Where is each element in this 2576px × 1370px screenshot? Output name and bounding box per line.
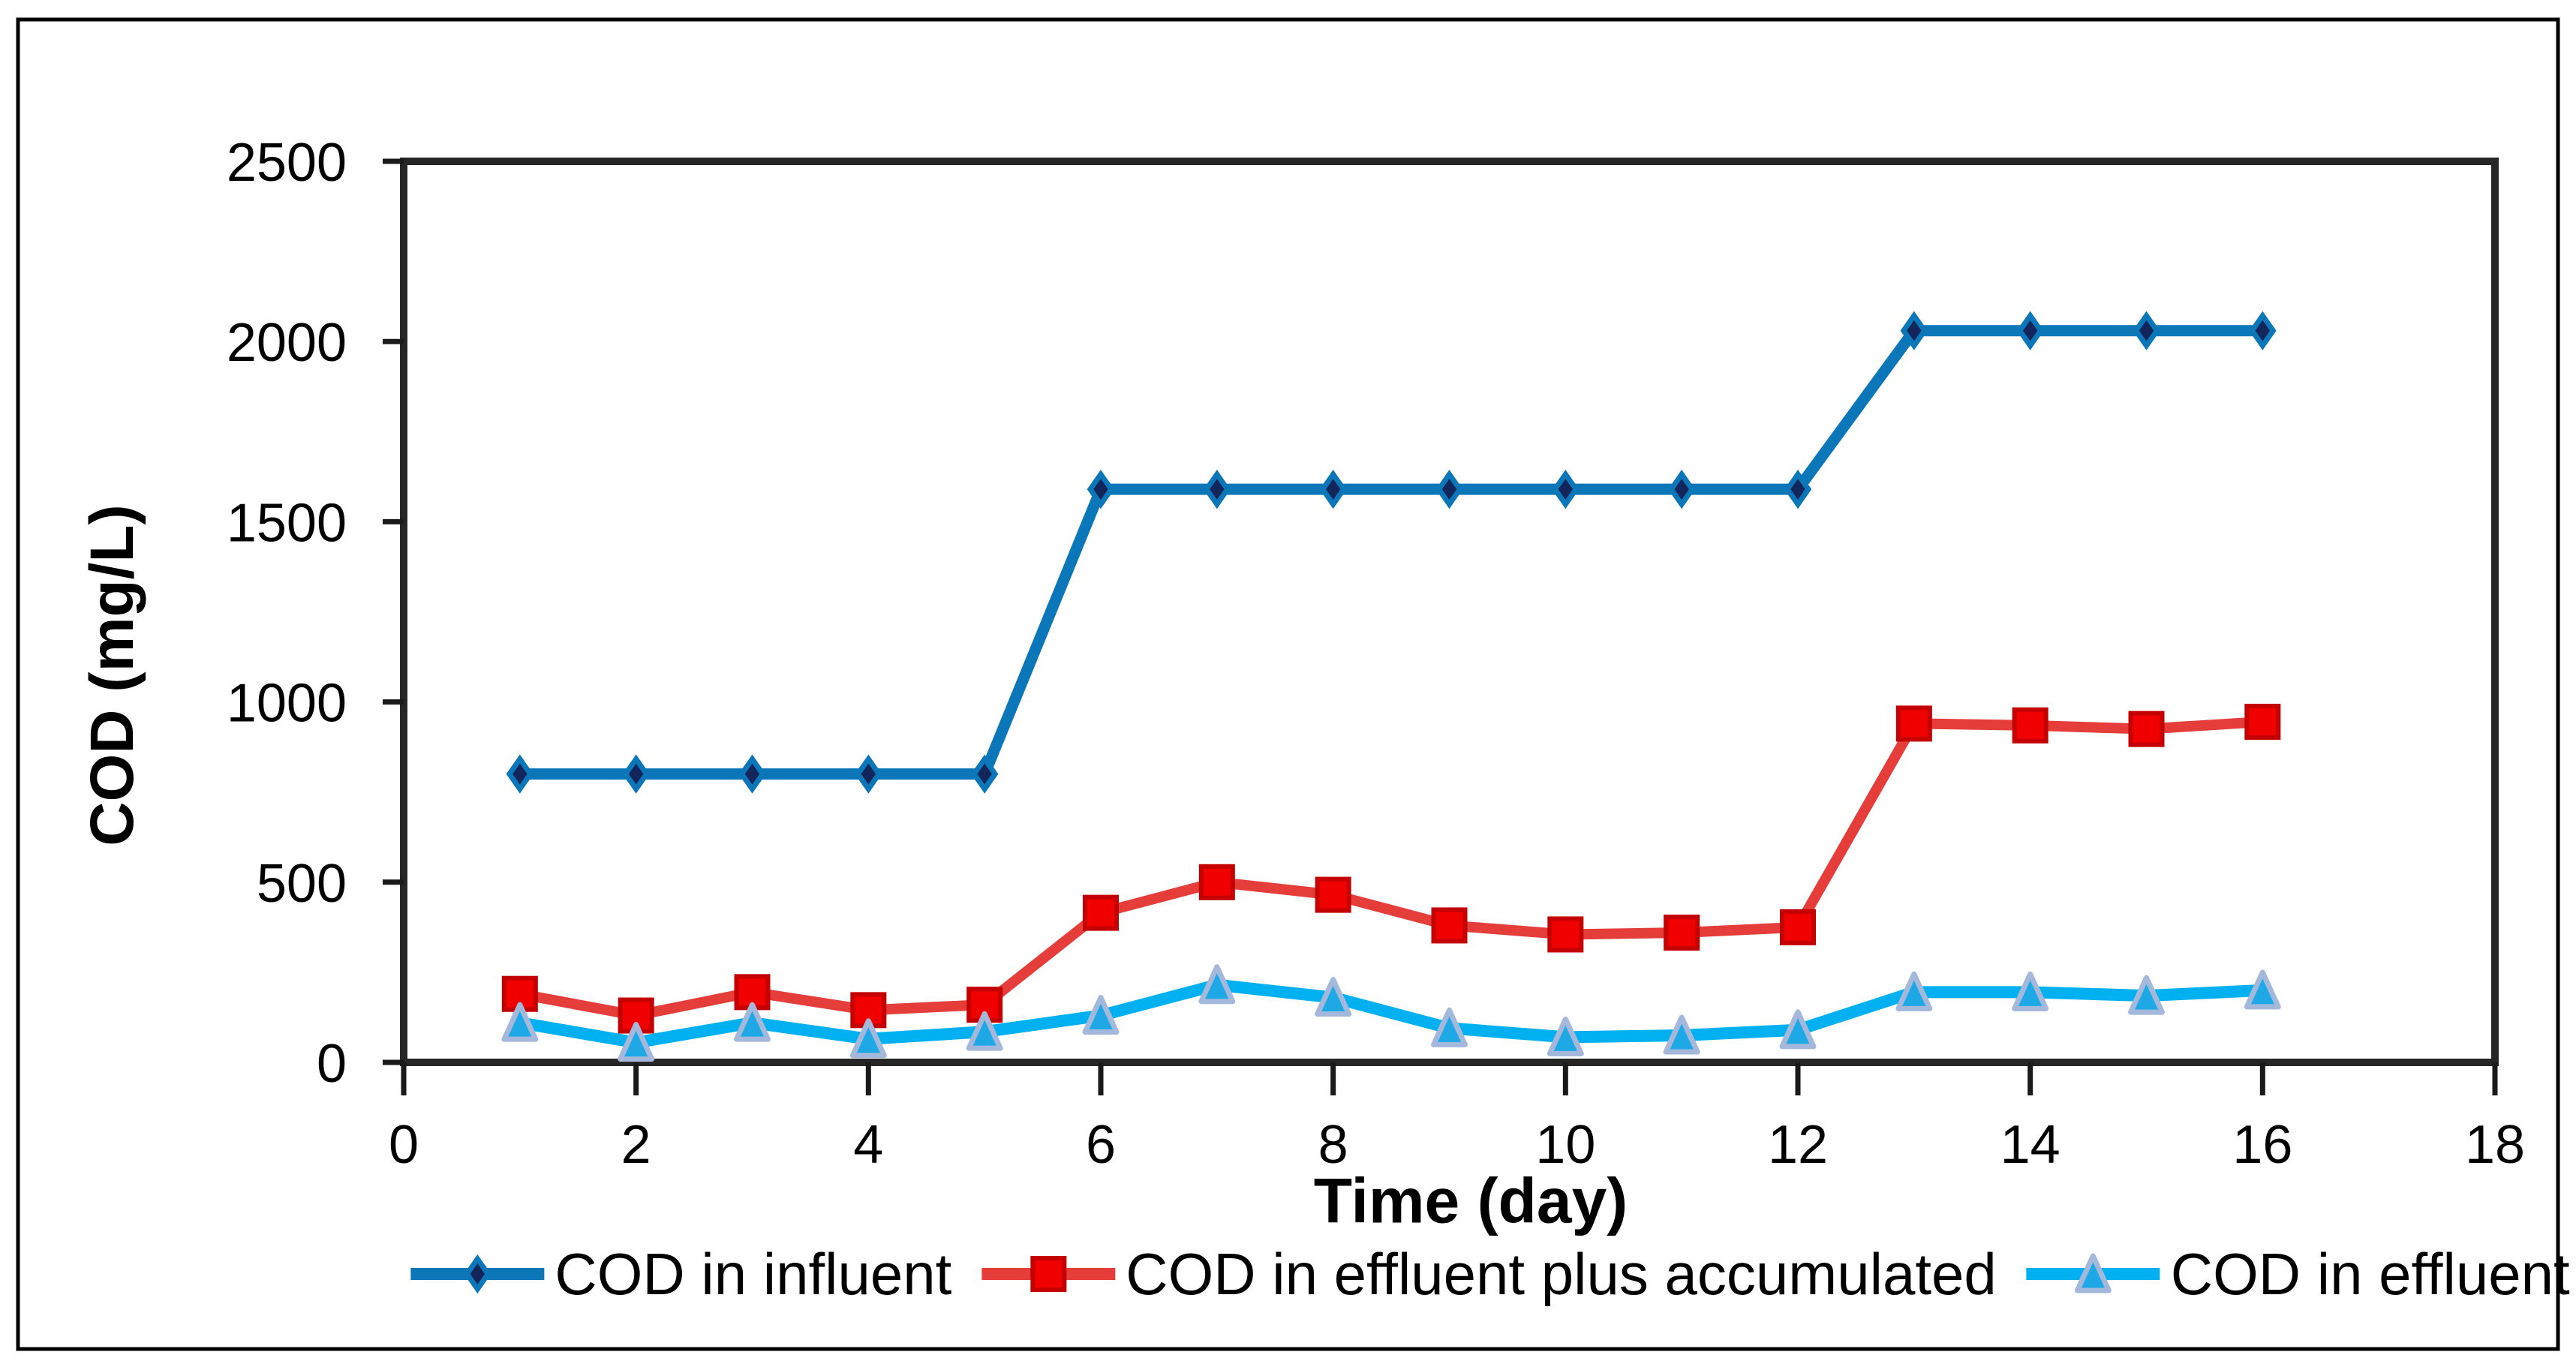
legend-marker-effluent-icon [2022,1233,2165,1315]
series-cod-in-influent-marker [1552,470,1580,509]
series-cod-in-effluent-marker [2128,975,2165,1015]
series-cod-in-influent-marker [855,754,882,794]
series-cod-in-influent-marker [1784,470,1812,509]
legend-label: COD in effluent plus accumulated [1126,1240,1997,1307]
series-cod-in-effluent-plus-accumulated-marker [1780,909,1816,945]
series-cod-in-effluent-plus-accumulated-marker [1895,705,1932,742]
x-tick-label: 16 [2232,1115,2292,1175]
legend-marker-sample [464,1254,491,1294]
x-axis-title: Time (day) [1313,1165,1628,1236]
series-cod-in-influent-marker [1667,470,1696,509]
series-cod-in-effluent-plus-accumulated-marker [1547,916,1584,953]
series-cod-in-effluent-plus-accumulated-marker [1198,864,1235,900]
legend-item-influent: COD in influent [406,1233,951,1315]
x-tick-label: 0 [389,1115,419,1175]
square-icon [981,1256,1116,1292]
series-cod-in-influent-marker [1435,470,1463,509]
legend-item-effluent: COD in effluent [2022,1233,2570,1315]
series-cod-in-influent-marker [1087,470,1115,509]
diamond-icon [410,1254,545,1294]
series-cod-in-influent-marker [970,754,999,794]
series-cod-in-effluent-plus-accumulated-marker [1315,876,1351,913]
series-cod-in-effluent-plus-accumulated-marker [1431,907,1468,944]
legend-marker-sample [1030,1256,1067,1292]
series-cod-in-influent-marker [1319,470,1347,509]
series-cod-in-effluent-plus-accumulated-marker [2012,707,2048,744]
legend-label: COD in effluent [2170,1240,2570,1307]
series-cod-in-effluent-marker [2244,969,2281,1010]
series-cod-in-effluent-plus-accumulated-line [519,717,2263,1021]
series-cod-in-effluent-marker [1082,995,1120,1035]
series-cod-in-effluent-marker [1663,1014,1700,1055]
series-cod-in-influent-marker [1900,311,1928,350]
series-cod-in-influent-marker [2016,311,2044,350]
x-tick-label: 12 [1768,1115,1828,1175]
y-tick-label: 2500 [227,133,347,193]
series-cod-in-influent-line [519,325,2263,780]
series-cod-in-effluent-marker [618,1022,655,1062]
series-cod-in-effluent-plus-accumulated-marker [1083,894,1119,931]
triangle-icon [2026,1253,2160,1293]
legend-marker-effluent-plus-accumulated-icon [977,1233,1120,1315]
series-cod-in-influent-marker [2249,311,2277,350]
legend: COD in influent COD in effluent plus acc… [406,1233,2570,1315]
legend-item-effluent-plus-accumulated: COD in effluent plus accumulated [977,1233,1997,1315]
series-cod-in-effluent-marker [1431,1007,1468,1047]
series-cod-in-influent-marker [506,754,534,794]
series-cod-in-effluent-marker [1198,964,1236,1005]
legend-marker-influent-icon [406,1233,549,1315]
series-cod-in-influent-marker [1203,470,1231,509]
series-cod-in-effluent-plus-accumulated-marker [618,997,654,1034]
series-cod-in-effluent-marker [501,1002,539,1042]
series-cod-in-effluent-marker [1895,971,1933,1011]
series-cod-in-influent-marker [622,754,650,794]
series-cod-in-effluent-marker [1547,1016,1584,1056]
series-cod-in-effluent-plus-accumulated-marker [1664,915,1700,951]
x-tick-label: 14 [2000,1115,2060,1175]
series-cod-in-influent-marker [2133,311,2160,350]
series-cod-in-effluent-marker [1315,977,1352,1017]
x-tick-label: 8 [1318,1115,1348,1175]
series-cod-in-effluent-plus-accumulated-marker [2128,711,2165,747]
x-tick-label: 10 [1535,1115,1595,1175]
x-tick-label: 4 [853,1115,883,1175]
series-cod-in-effluent-marker [1779,1009,1817,1050]
y-tick-label: 1500 [227,493,347,553]
series-cod-in-effluent-line [519,978,2263,1049]
series-cod-in-effluent-marker [2012,971,2049,1011]
series-cod-in-effluent-marker [966,1011,1003,1051]
y-tick-label: 500 [257,854,347,914]
y-tick-label: 1000 [227,674,347,734]
x-tick-label: 2 [621,1115,651,1175]
y-tick-label: 2000 [227,313,347,373]
series-cod-in-effluent-plus-accumulated-marker [2244,704,2281,741]
figure-border [16,17,2560,1351]
y-tick-label: 0 [317,1034,347,1094]
legend-label: COD in influent [555,1240,952,1307]
series-cod-in-influent-marker [738,754,766,794]
y-axis-title: COD (mg/L) [78,504,146,846]
x-tick-label: 18 [2465,1115,2525,1175]
series-cod-in-effluent-marker [849,1018,887,1059]
legend-marker-sample [2075,1253,2112,1293]
series-cod-in-effluent-marker [734,1002,771,1042]
x-tick-label: 6 [1086,1115,1116,1175]
